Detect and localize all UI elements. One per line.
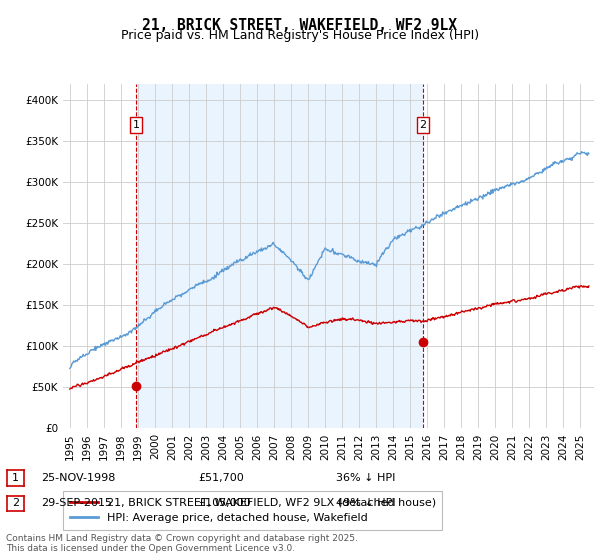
Text: Contains HM Land Registry data © Crown copyright and database right 2025.
This d: Contains HM Land Registry data © Crown c… (6, 534, 358, 553)
Text: 49% ↓ HPI: 49% ↓ HPI (336, 498, 395, 508)
Text: 29-SEP-2015: 29-SEP-2015 (41, 498, 112, 508)
Text: 1: 1 (133, 120, 140, 130)
Text: 25-NOV-1998: 25-NOV-1998 (41, 473, 115, 483)
Text: 1: 1 (12, 473, 19, 483)
Text: 2: 2 (12, 498, 19, 508)
Text: £51,700: £51,700 (198, 473, 244, 483)
Text: 36% ↓ HPI: 36% ↓ HPI (336, 473, 395, 483)
Text: 21, BRICK STREET, WAKEFIELD, WF2 9LX: 21, BRICK STREET, WAKEFIELD, WF2 9LX (143, 18, 458, 33)
Text: £105,000: £105,000 (198, 498, 251, 508)
Text: 2: 2 (419, 120, 427, 130)
Legend: 21, BRICK STREET, WAKEFIELD, WF2 9LX (detached house), HPI: Average price, detac: 21, BRICK STREET, WAKEFIELD, WF2 9LX (de… (63, 491, 442, 530)
Text: Price paid vs. HM Land Registry's House Price Index (HPI): Price paid vs. HM Land Registry's House … (121, 29, 479, 42)
Bar (136, 84, 423, 428)
